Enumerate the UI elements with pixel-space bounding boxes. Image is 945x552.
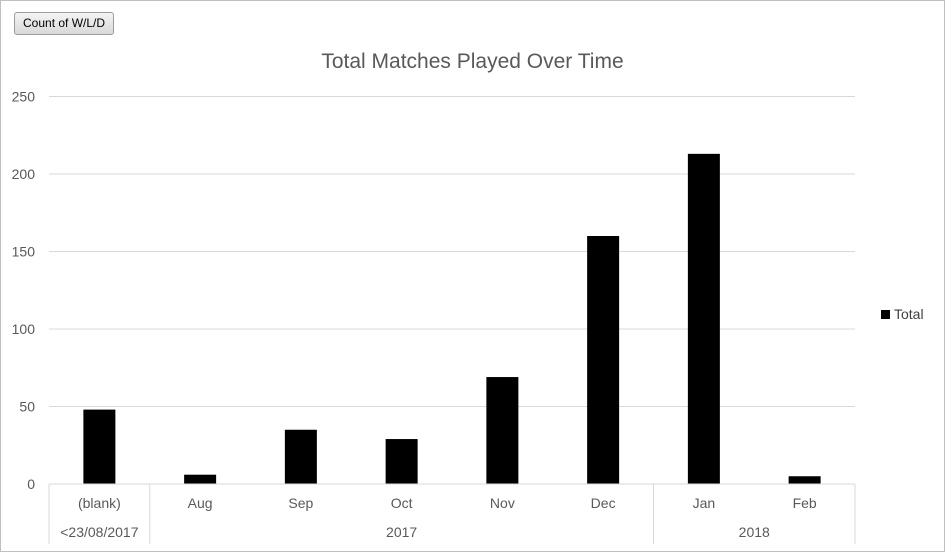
bar-sep [284,429,317,484]
bar-jan [687,153,720,484]
x-tick-label: Jan [693,495,716,511]
y-tick-label: 250 [12,89,36,105]
y-tick-label: 200 [12,166,36,182]
x-group-label: 2017 [386,524,417,540]
y-tick-label: 50 [19,399,35,415]
x-group-label: 2018 [739,524,770,540]
bar-blank [83,409,116,484]
x-tick-label: Dec [591,495,616,511]
bar-nov [486,377,519,484]
y-tick-label: 100 [12,321,36,337]
x-tick-label: Feb [793,495,817,511]
chart-title: Total Matches Played Over Time [321,50,624,73]
x-group-label: <23/08/2017 [60,524,138,540]
bar-dec [587,236,620,484]
x-tick-label: (blank) [78,495,121,511]
x-tick-label: Oct [391,495,413,511]
bar-aug [184,474,217,484]
x-tick-label: Sep [288,495,313,511]
legend-swatch [881,310,890,319]
count-field-button[interactable]: Count of W/L/D [14,12,115,35]
x-tick-label: Nov [490,495,515,511]
bar-feb [788,476,821,484]
y-tick-label: 150 [12,244,36,260]
bar-oct [385,439,418,484]
y-tick-label: 0 [27,476,35,492]
legend-label: Total [894,306,924,322]
x-tick-label: Aug [188,495,213,511]
